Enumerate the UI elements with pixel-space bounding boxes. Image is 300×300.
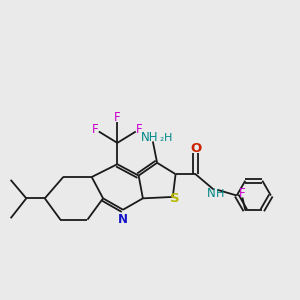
Text: NH: NH bbox=[141, 131, 159, 144]
Text: H: H bbox=[164, 133, 173, 143]
Text: N: N bbox=[207, 187, 216, 200]
Text: N: N bbox=[118, 213, 128, 226]
Text: F: F bbox=[136, 123, 142, 136]
Text: F: F bbox=[92, 123, 99, 136]
Text: F: F bbox=[114, 111, 121, 124]
Text: ₂: ₂ bbox=[160, 133, 164, 143]
Text: O: O bbox=[190, 142, 201, 155]
Text: S: S bbox=[170, 192, 180, 205]
Text: H: H bbox=[216, 188, 224, 199]
Text: F: F bbox=[239, 187, 246, 200]
